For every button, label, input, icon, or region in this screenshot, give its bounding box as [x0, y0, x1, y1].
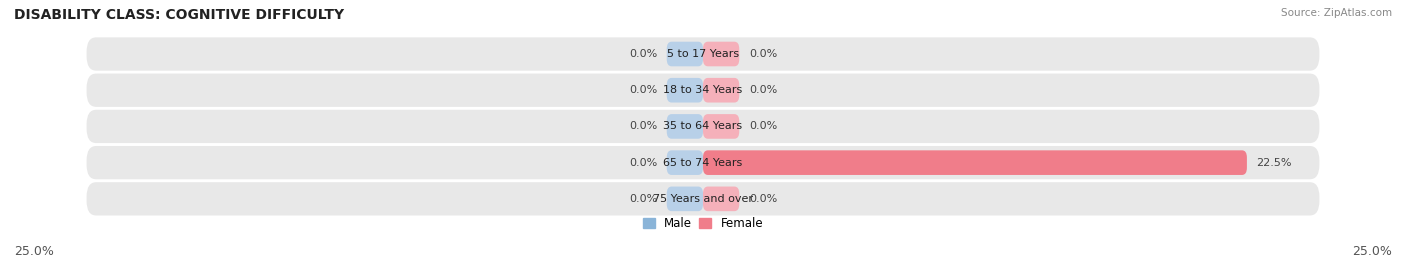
- Text: Source: ZipAtlas.com: Source: ZipAtlas.com: [1281, 8, 1392, 18]
- Text: 0.0%: 0.0%: [749, 85, 778, 95]
- FancyBboxPatch shape: [666, 78, 703, 102]
- Text: 0.0%: 0.0%: [628, 85, 657, 95]
- FancyBboxPatch shape: [87, 182, 1319, 215]
- FancyBboxPatch shape: [703, 42, 740, 66]
- Legend: Male, Female: Male, Female: [643, 217, 763, 230]
- FancyBboxPatch shape: [703, 78, 740, 102]
- Text: 25.0%: 25.0%: [14, 245, 53, 258]
- FancyBboxPatch shape: [666, 150, 703, 175]
- FancyBboxPatch shape: [87, 146, 1319, 179]
- Text: 0.0%: 0.0%: [628, 121, 657, 132]
- FancyBboxPatch shape: [703, 114, 740, 139]
- FancyBboxPatch shape: [666, 42, 703, 66]
- FancyBboxPatch shape: [87, 110, 1319, 143]
- Text: 25.0%: 25.0%: [1353, 245, 1392, 258]
- FancyBboxPatch shape: [703, 186, 740, 211]
- Text: 0.0%: 0.0%: [628, 49, 657, 59]
- FancyBboxPatch shape: [666, 114, 703, 139]
- Text: 0.0%: 0.0%: [628, 194, 657, 204]
- Text: 0.0%: 0.0%: [749, 194, 778, 204]
- Text: DISABILITY CLASS: COGNITIVE DIFFICULTY: DISABILITY CLASS: COGNITIVE DIFFICULTY: [14, 8, 344, 22]
- FancyBboxPatch shape: [703, 150, 1247, 175]
- Text: 0.0%: 0.0%: [749, 121, 778, 132]
- Text: 18 to 34 Years: 18 to 34 Years: [664, 85, 742, 95]
- Text: 5 to 17 Years: 5 to 17 Years: [666, 49, 740, 59]
- Text: 65 to 74 Years: 65 to 74 Years: [664, 158, 742, 168]
- Text: 0.0%: 0.0%: [749, 49, 778, 59]
- FancyBboxPatch shape: [87, 37, 1319, 71]
- Text: 22.5%: 22.5%: [1257, 158, 1292, 168]
- Text: 0.0%: 0.0%: [628, 158, 657, 168]
- FancyBboxPatch shape: [666, 186, 703, 211]
- Text: 35 to 64 Years: 35 to 64 Years: [664, 121, 742, 132]
- FancyBboxPatch shape: [87, 73, 1319, 107]
- Text: 75 Years and over: 75 Years and over: [652, 194, 754, 204]
